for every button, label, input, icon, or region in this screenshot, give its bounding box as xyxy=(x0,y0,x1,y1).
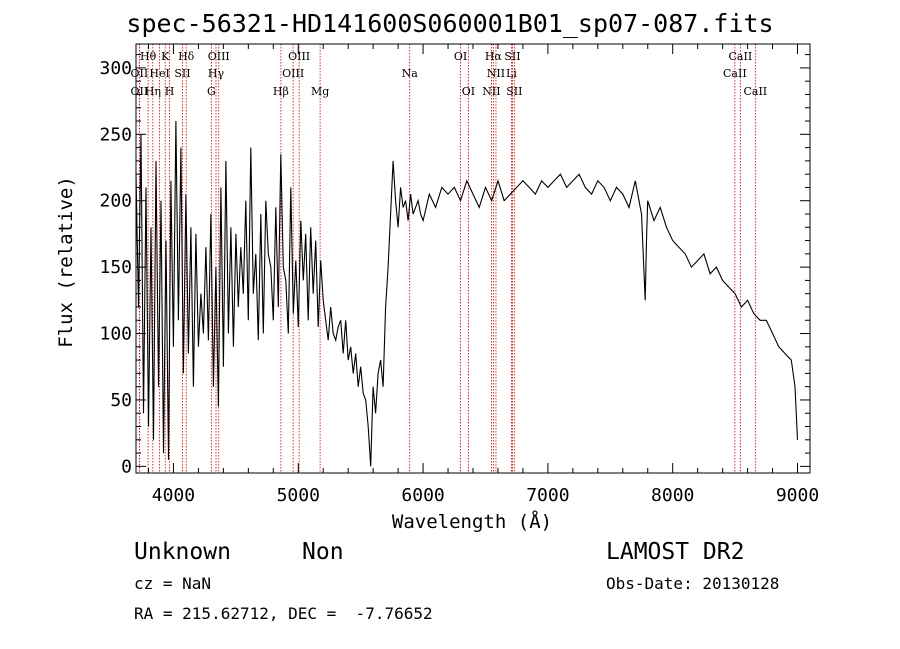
class-label: Unknown xyxy=(134,539,231,565)
x-tick-label: 4000 xyxy=(152,485,195,506)
line-marker-label: Hθ xyxy=(140,50,157,63)
line-marker-label: SII xyxy=(506,85,522,98)
obs-date-label: Obs-Date: 20130128 xyxy=(606,574,780,593)
line-marker-label: G xyxy=(207,85,216,98)
line-marker-label: Mg xyxy=(311,85,329,98)
line-marker-label: SII xyxy=(504,50,520,63)
x-tick-label: 9000 xyxy=(776,485,819,506)
line-marker-label: OII xyxy=(131,85,149,98)
line-marker-label: OIII xyxy=(282,67,304,80)
y-tick-label: 300 xyxy=(99,58,132,79)
line-marker-label: H xyxy=(165,85,175,98)
line-markers xyxy=(138,44,756,473)
y-tick-label: 0 xyxy=(121,456,132,477)
line-marker-label: OIII xyxy=(288,50,310,63)
line-marker-label: NII xyxy=(482,85,500,98)
coordinates-label: RA = 215.62712, DEC = -7.76652 xyxy=(134,604,433,623)
line-marker-label: Hδ xyxy=(178,50,195,63)
line-marker-label: Hβ xyxy=(273,85,289,98)
line-marker-label: K xyxy=(161,50,170,63)
y-tick-label: 100 xyxy=(99,324,132,345)
x-tick-label: 5000 xyxy=(277,485,320,506)
line-marker-label: CaII xyxy=(743,85,767,98)
line-marker-label: CaII xyxy=(723,67,747,80)
x-tick-label: 7000 xyxy=(526,485,569,506)
line-marker-label: Li xyxy=(506,67,517,80)
line-marker-label: SII xyxy=(174,67,190,80)
cz-label: cz = NaN xyxy=(134,574,212,593)
chart-title: spec-56321-HD141600S060001B01_sp07-087.f… xyxy=(126,9,774,38)
x-tick-label: 6000 xyxy=(401,485,444,506)
y-tick-label: 200 xyxy=(99,191,132,212)
x-axis-label: Wavelength (Å) xyxy=(392,510,552,533)
release-label: LAMOST DR2 xyxy=(606,539,745,565)
spectrum-line xyxy=(135,120,799,467)
subclass-label: Non xyxy=(302,539,344,565)
line-marker-label: HeI xyxy=(149,67,169,80)
line-marker-label: Na xyxy=(402,67,419,80)
y-axis-label: Flux (relative) xyxy=(55,176,77,348)
line-marker-label: OI xyxy=(454,50,467,63)
axes: 4000 5000 6000 7000 8000 9000 0 50 100 150 200 250 3… xyxy=(99,44,819,506)
line-marker-label: OIII xyxy=(208,50,230,63)
line-marker-label: OII xyxy=(131,67,149,80)
x-tick-label: 8000 xyxy=(651,485,694,506)
line-marker-label: Hα xyxy=(485,50,503,63)
line-marker-label: OI xyxy=(462,85,475,98)
line-marker-label: CaII xyxy=(729,50,753,63)
line-marker-label: Hγ xyxy=(208,67,225,80)
line-marker-label: NII xyxy=(487,67,505,80)
y-tick-label: 250 xyxy=(99,124,132,145)
y-tick-label: 50 xyxy=(110,390,132,411)
y-tick-label: 150 xyxy=(99,257,132,278)
line-marker-label: Hη xyxy=(145,85,161,98)
